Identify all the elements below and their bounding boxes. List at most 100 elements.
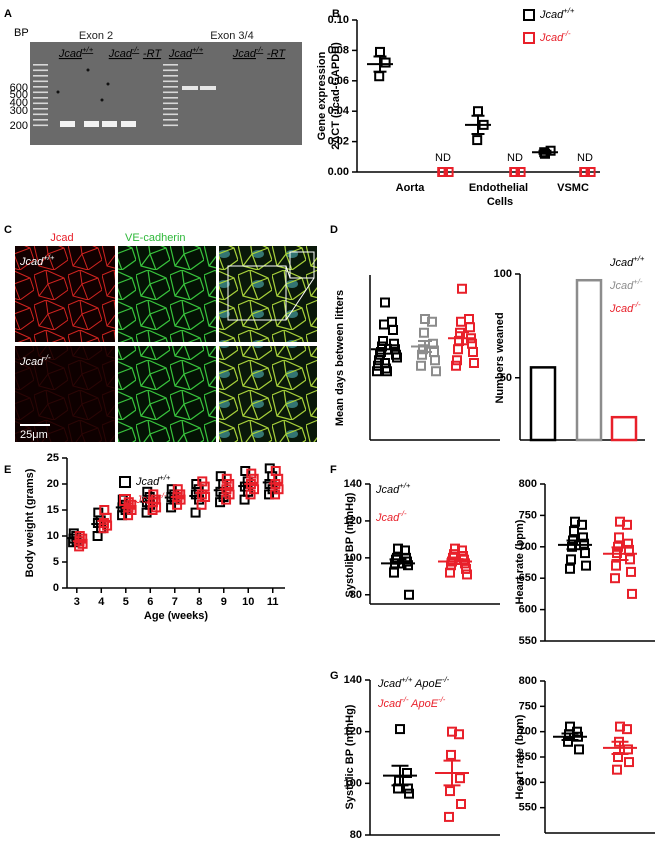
data-point <box>380 297 390 308</box>
gel-band <box>60 121 75 127</box>
y-tick-label: 80 <box>350 829 362 841</box>
data-point <box>92 531 103 541</box>
data-point <box>581 560 591 571</box>
data-point <box>626 566 636 577</box>
inset-box <box>227 265 287 321</box>
data-point <box>473 106 483 117</box>
gel-bp-label: BP <box>14 27 29 39</box>
data-point <box>403 560 413 571</box>
data-point <box>457 283 467 294</box>
panel-label: G <box>330 670 339 682</box>
legend-label: Jcad+/+ <box>609 254 645 269</box>
error-bar <box>391 764 409 787</box>
y-tick-label: 650 <box>519 751 537 763</box>
data-point <box>374 71 385 82</box>
data-point <box>623 744 633 755</box>
y-tick-label: 700 <box>519 541 537 553</box>
ladder-band <box>33 80 48 83</box>
data-point <box>563 736 573 747</box>
data-point <box>579 538 589 549</box>
data-point <box>245 489 256 500</box>
x-tick-label: 9 <box>221 596 227 608</box>
annotation: ND <box>507 152 523 164</box>
ladder-band <box>33 64 48 66</box>
lane-label: Jcad+/+ <box>58 45 94 60</box>
data-point <box>469 358 479 368</box>
data-point <box>468 347 478 357</box>
ladder-band <box>163 69 178 72</box>
legend-swatch <box>119 494 131 506</box>
x-tick-label: 4 <box>98 596 105 608</box>
error-bar <box>471 114 485 135</box>
data-point <box>196 499 207 510</box>
image-panel <box>15 246 115 342</box>
data-point <box>585 167 596 177</box>
data-point <box>445 567 455 578</box>
error-bar <box>566 539 584 551</box>
data-point <box>402 768 412 778</box>
data-point <box>98 523 109 534</box>
ladder-band <box>163 124 178 127</box>
data-point <box>565 563 575 574</box>
y-tick-label: 50 <box>500 372 512 384</box>
y-tick-label: 100 <box>494 268 512 280</box>
data-point <box>117 510 128 521</box>
y-tick-label: 800 <box>519 478 537 490</box>
legend-label: Jcad+/+ <box>539 6 575 21</box>
y-tick-label: 140 <box>344 674 362 686</box>
ladder-band <box>163 97 178 99</box>
legend-swatch <box>119 476 131 488</box>
legend-label: Jcad-/- <box>609 300 641 315</box>
panel-label: E <box>4 464 11 476</box>
legend-label: Jcad+/- <box>609 277 643 292</box>
data-point <box>270 489 281 500</box>
gel-image <box>30 42 302 145</box>
x-axis-label: Age (weeks) <box>144 610 209 622</box>
y-tick-label: 0.06 <box>328 75 349 87</box>
y-tick-label: 120 <box>344 515 362 527</box>
data-point <box>419 327 429 338</box>
data-point <box>215 497 226 508</box>
legend-swatch <box>523 9 535 21</box>
lane-label: Jcad-/- <box>108 45 140 60</box>
ladder-band <box>33 102 48 105</box>
data-point <box>395 724 405 735</box>
data-point <box>614 532 624 543</box>
error-bar <box>561 732 579 742</box>
data-point <box>197 476 208 487</box>
image-panel <box>219 346 317 442</box>
data-point <box>456 799 466 809</box>
data-point <box>472 135 483 146</box>
data-point <box>190 507 201 518</box>
gel-band <box>102 121 117 127</box>
y-axis-label: Gene expression <box>316 51 328 140</box>
data-point <box>465 322 475 333</box>
data-point <box>248 473 259 484</box>
x-tick-label: 11 <box>267 596 279 608</box>
ladder-band <box>163 108 178 110</box>
data-point <box>147 505 158 515</box>
micrographs: Jcad VE-cadherin Jcad+/+ Jcad-/- 25μm <box>15 232 317 442</box>
legend-label: Jcad-/- <box>539 29 571 44</box>
legend-label: Jcad-/- <box>375 509 407 524</box>
x-tick-label: Endothelial Cells <box>469 182 531 208</box>
ladder-band <box>163 102 178 105</box>
gel-band <box>84 121 99 127</box>
data-point <box>392 352 402 363</box>
legend-label: Jcad-/- ApoE-/- <box>377 695 446 710</box>
data-point <box>452 355 462 366</box>
y-tick-label: 800 <box>519 675 537 687</box>
data-point <box>221 473 232 484</box>
data-point <box>142 486 153 497</box>
data-point <box>509 167 520 177</box>
data-point <box>388 325 398 335</box>
marker-label: 500 <box>10 89 28 101</box>
error-bar <box>389 558 407 569</box>
data-point <box>380 57 391 68</box>
data-point <box>455 773 465 784</box>
error-bar <box>443 759 461 787</box>
data-point <box>566 554 576 565</box>
marker-label: 200 <box>10 120 28 132</box>
